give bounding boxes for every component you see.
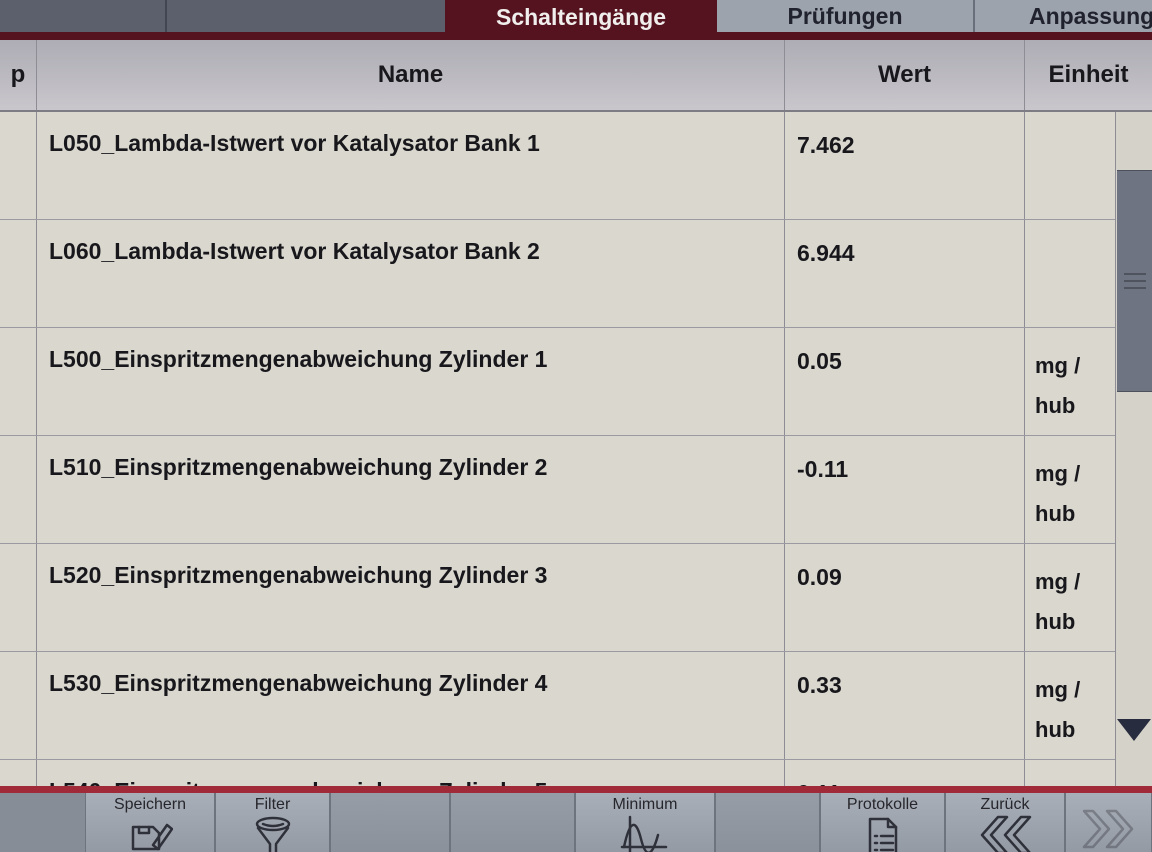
measurement-table: L050_Lambda-Istwert vor Katalysator Bank…: [0, 112, 1152, 786]
measurement-row[interactable]: L510_Einspritzmengenabweichung Zylinder …: [0, 436, 1152, 544]
bottom-toolbar: Speichern Filter: [0, 793, 1152, 852]
waveform-icon: [620, 815, 670, 852]
tab-label: Prüfungen: [787, 2, 903, 29]
measurement-row-partial[interactable]: L540_Einspritzmengenabweichung Zylinder …: [0, 760, 1152, 786]
toolbar-empty-slot: [330, 793, 450, 852]
thumb-grip-line: [1123, 287, 1146, 289]
einheit-cell: mg / hub: [1035, 353, 1081, 418]
column-header-einheit[interactable]: Einheit: [1048, 61, 1129, 88]
thumb-grip-line: [1123, 273, 1146, 275]
wert-cell: 0.09: [785, 544, 1025, 651]
tab-anpassungen[interactable]: Anpassungen: [973, 0, 1152, 32]
einheit-cell: [1025, 220, 1115, 327]
column-header-grp[interactable]: p: [0, 40, 37, 110]
grp-cell: [0, 760, 37, 786]
wert-cell: -0.11: [785, 436, 1025, 543]
triangle-down-icon: [1117, 719, 1151, 741]
name-cell: L500_Einspritzmengenabweichung Zylinder …: [37, 328, 785, 435]
scroll-down-button[interactable]: [1116, 708, 1152, 752]
filter-button[interactable]: Filter: [215, 793, 330, 852]
button-label: Minimum: [612, 796, 678, 813]
grp-cell: [0, 652, 37, 759]
table-header-row: p Name Wert Einheit: [0, 40, 1152, 112]
weiter-button[interactable]: [1065, 793, 1152, 852]
name-cell: L060_Lambda-Istwert vor Katalysator Bank…: [37, 220, 785, 327]
tab-bar: Schalteingänge Prüfungen Anpassungen: [0, 0, 1152, 40]
name-cell: L530_Einspritzmengenabweichung Zylinder …: [37, 652, 785, 759]
name-cell: L050_Lambda-Istwert vor Katalysator Bank…: [37, 112, 785, 219]
column-header-wert[interactable]: Wert: [785, 40, 1025, 110]
wert-cell: 0.11: [785, 760, 1025, 786]
button-label: Speichern: [113, 796, 187, 813]
grp-cell: [0, 220, 37, 327]
einheit-cell: mg / hub: [1035, 569, 1081, 634]
vertical-scrollbar[interactable]: [1115, 112, 1152, 786]
red-separator-line: [0, 786, 1152, 793]
zurueck-button[interactable]: Zurück: [945, 793, 1065, 852]
protokolle-button[interactable]: Protokolle: [820, 793, 945, 852]
tab-stub-left-1[interactable]: [0, 0, 167, 32]
save-icon: [127, 815, 173, 852]
minimum-button[interactable]: Minimum: [575, 793, 715, 852]
measurement-row[interactable]: L050_Lambda-Istwert vor Katalysator Bank…: [0, 112, 1152, 220]
tab-label: Anpassungen: [1028, 2, 1152, 29]
tab-pruefungen[interactable]: Prüfungen: [717, 0, 973, 32]
tab-stub-left-2[interactable]: [167, 0, 445, 32]
toolbar-empty-slot: [715, 793, 820, 852]
measurement-row[interactable]: L500_Einspritzmengenabweichung Zylinder …: [0, 328, 1152, 436]
column-header-name[interactable]: Name: [37, 40, 785, 110]
tab-label: Schalteingänge: [496, 3, 666, 30]
name-cell: L510_Einspritzmengenabweichung Zylinder …: [37, 436, 785, 543]
protocol-document-icon: [865, 815, 901, 852]
measurement-row[interactable]: L060_Lambda-Istwert vor Katalysator Bank…: [0, 220, 1152, 328]
name-cell: L540_Einspritzmengenabweichung Zylinder …: [37, 760, 785, 786]
button-label: Filter: [254, 796, 291, 813]
einheit-cell: [1025, 112, 1115, 219]
button-label: Protokolle: [846, 796, 919, 813]
double-chevron-left-icon: [976, 815, 1034, 852]
scrollbar-thumb[interactable]: [1117, 170, 1152, 392]
double-chevron-right-icon: [1080, 809, 1138, 849]
einheit-cell: mg / hub: [1035, 461, 1081, 526]
measurement-row[interactable]: L530_Einspritzmengenabweichung Zylinder …: [0, 652, 1152, 760]
name-cell: L520_Einspritzmengenabweichung Zylinder …: [37, 544, 785, 651]
grp-cell: [0, 328, 37, 435]
toolbar-empty-slot: [450, 793, 575, 852]
wert-cell: 7.462: [785, 112, 1025, 219]
button-label: Zurück: [980, 796, 1030, 813]
grp-cell: [0, 544, 37, 651]
wert-cell: 0.05: [785, 328, 1025, 435]
einheit-cell: mg / hub: [1035, 677, 1081, 742]
thumb-grip-line: [1123, 280, 1146, 282]
grp-cell: [0, 436, 37, 543]
grp-cell: [0, 112, 37, 219]
measurement-row[interactable]: L520_Einspritzmengenabweichung Zylinder …: [0, 544, 1152, 652]
speichern-button[interactable]: Speichern: [85, 793, 215, 852]
einheit-cell: mg / hub: [1025, 760, 1115, 786]
wert-cell: 0.33: [785, 652, 1025, 759]
tab-underline-bar: [0, 32, 1152, 40]
wert-cell: 6.944: [785, 220, 1025, 327]
filter-icon: [250, 815, 296, 852]
